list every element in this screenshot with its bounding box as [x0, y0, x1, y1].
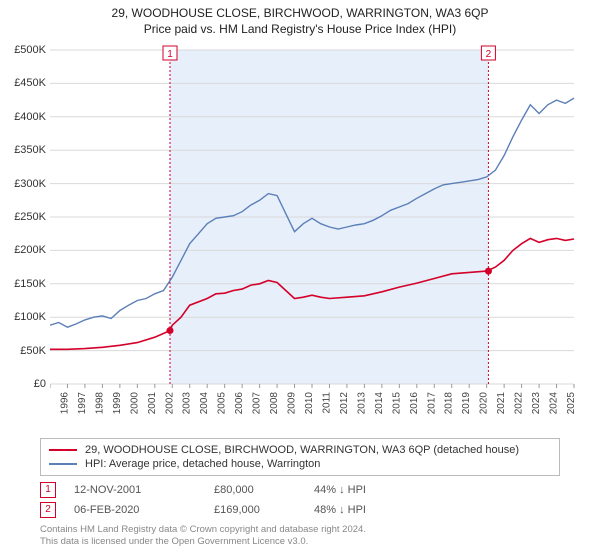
- y-axis-label: £200K: [14, 244, 46, 256]
- svg-text:2017: 2017: [426, 392, 437, 414]
- marker-pct: 44% ↓ HPI: [314, 484, 434, 496]
- svg-text:2010: 2010: [304, 392, 315, 414]
- svg-text:2015: 2015: [391, 392, 402, 414]
- svg-text:2003: 2003: [182, 392, 193, 414]
- footer-line1: Contains HM Land Registry data © Crown c…: [40, 524, 560, 536]
- svg-text:2013: 2013: [356, 392, 367, 414]
- svg-text:2012: 2012: [339, 392, 350, 414]
- svg-text:2019: 2019: [461, 392, 472, 414]
- y-axis-label: £400K: [14, 111, 46, 123]
- svg-text:2018: 2018: [444, 392, 455, 414]
- legend-item-hpi: HPI: Average price, detached house, Warr…: [49, 457, 551, 471]
- y-axis-label: £500K: [14, 44, 46, 56]
- svg-text:1995: 1995: [50, 392, 53, 414]
- svg-text:2002: 2002: [164, 392, 175, 414]
- svg-text:1999: 1999: [112, 392, 123, 414]
- marker-badge: 2: [40, 502, 56, 518]
- svg-text:2020: 2020: [479, 392, 490, 414]
- svg-text:2009: 2009: [287, 392, 298, 414]
- marker-date: 12-NOV-2001: [74, 484, 214, 496]
- svg-text:1997: 1997: [77, 392, 88, 414]
- svg-text:2022: 2022: [514, 392, 525, 414]
- chart-title: 29, WOODHOUSE CLOSE, BIRCHWOOD, WARRINGT…: [0, 0, 600, 20]
- marker-row: 1 12-NOV-2001 £80,000 44% ↓ HPI: [40, 480, 560, 500]
- svg-text:2007: 2007: [252, 392, 263, 414]
- svg-text:1998: 1998: [94, 392, 105, 414]
- y-axis-label: £150K: [14, 278, 46, 290]
- y-axis-label: £50K: [20, 345, 46, 357]
- marker-pct: 48% ↓ HPI: [314, 504, 434, 516]
- svg-text:2024: 2024: [549, 392, 560, 414]
- svg-text:2008: 2008: [269, 392, 280, 414]
- y-axis-label: £350K: [14, 144, 46, 156]
- legend: 29, WOODHOUSE CLOSE, BIRCHWOOD, WARRINGT…: [40, 438, 560, 476]
- svg-text:2014: 2014: [374, 392, 385, 414]
- y-axis-label: £450K: [14, 77, 46, 89]
- y-axis-label: £250K: [14, 211, 46, 223]
- svg-text:2023: 2023: [531, 392, 542, 414]
- marker-row: 2 06-FEB-2020 £169,000 48% ↓ HPI: [40, 500, 560, 520]
- legend-label: HPI: Average price, detached house, Warr…: [85, 458, 320, 470]
- marker-price: £169,000: [214, 504, 314, 516]
- legend-swatch: [49, 449, 77, 451]
- legend-item-property: 29, WOODHOUSE CLOSE, BIRCHWOOD, WARRINGT…: [49, 443, 551, 457]
- svg-text:1996: 1996: [59, 392, 70, 414]
- svg-text:2: 2: [486, 49, 492, 60]
- marker-table: 1 12-NOV-2001 £80,000 44% ↓ HPI 2 06-FEB…: [40, 480, 560, 520]
- footer: Contains HM Land Registry data © Crown c…: [40, 524, 560, 548]
- footer-line2: This data is licensed under the Open Gov…: [40, 536, 560, 548]
- svg-text:2000: 2000: [129, 392, 140, 414]
- marker-date: 06-FEB-2020: [74, 504, 214, 516]
- marker-price: £80,000: [214, 484, 314, 496]
- svg-text:2004: 2004: [199, 392, 210, 414]
- svg-text:2005: 2005: [217, 392, 228, 414]
- y-axis-label: £300K: [14, 178, 46, 190]
- svg-text:2021: 2021: [496, 392, 507, 414]
- y-axis-label: £0: [34, 378, 46, 390]
- svg-text:2016: 2016: [409, 392, 420, 414]
- svg-text:2006: 2006: [234, 392, 245, 414]
- svg-text:2001: 2001: [147, 392, 158, 414]
- svg-text:2011: 2011: [321, 392, 332, 414]
- marker-badge: 1: [40, 482, 56, 498]
- chart-plot: 1995 1996 1997 1998 1999 2000 2001 2002 2003 2004…: [50, 44, 580, 414]
- chart-subtitle: Price paid vs. HM Land Registry's House …: [0, 20, 600, 40]
- svg-text:1: 1: [167, 49, 173, 60]
- legend-label: 29, WOODHOUSE CLOSE, BIRCHWOOD, WARRINGT…: [85, 444, 519, 456]
- svg-text:2025: 2025: [566, 392, 577, 414]
- legend-swatch: [49, 463, 77, 465]
- y-axis-label: £100K: [14, 311, 46, 323]
